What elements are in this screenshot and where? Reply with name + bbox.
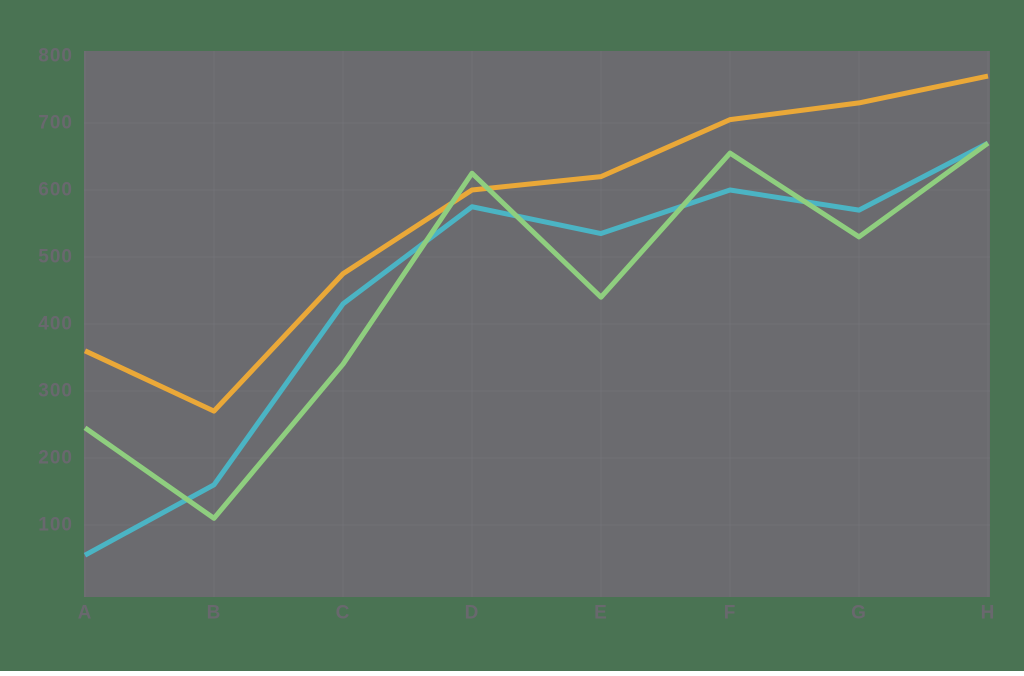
y-tick-label-700: 700 (38, 113, 73, 134)
y-axis-labels: 100 200 300 400 500 600 700 800 (38, 46, 73, 536)
series-teal-line (83, 140, 990, 558)
y-tick-label-200: 200 (38, 448, 73, 469)
y-tick-label-500: 500 (38, 247, 73, 268)
x-tick-label-A: A (78, 603, 93, 624)
gridlines (84, 51, 990, 597)
x-tick-label-E: E (594, 603, 608, 624)
x-tick-label-F: F (724, 603, 737, 624)
series-lines (83, 73, 990, 558)
x-tick-label-C: C (336, 603, 351, 624)
y-tick-label-300: 300 (38, 381, 73, 402)
y-tick-label-800: 800 (38, 46, 73, 67)
series-green-line (83, 141, 990, 521)
x-tick-label-D: D (465, 603, 480, 624)
y-tick-label-600: 600 (38, 180, 73, 201)
x-tick-label-H: H (981, 603, 996, 624)
y-tick-label-100: 100 (38, 515, 73, 536)
series-orange-line (83, 73, 989, 414)
x-tick-label-G: G (851, 603, 867, 624)
x-tick-label-B: B (207, 603, 222, 624)
y-tick-label-400: 400 (38, 314, 73, 335)
x-axis-labels: A B C D E F G H (78, 603, 996, 624)
